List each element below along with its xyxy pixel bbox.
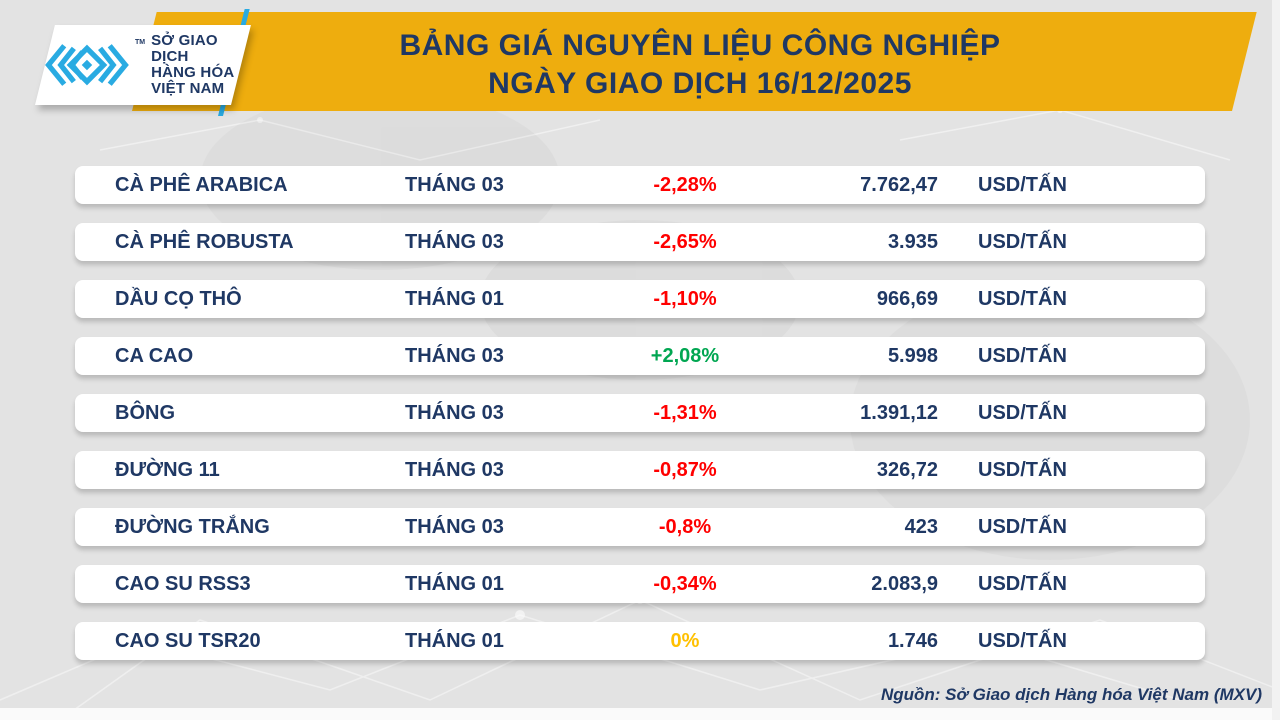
contract-month: THÁNG 01 bbox=[405, 572, 504, 595]
contract-month: THÁNG 03 bbox=[405, 230, 504, 253]
price-value: 3.935 bbox=[887, 230, 938, 253]
logo-text-line3: VIỆT NAM bbox=[151, 80, 225, 97]
table-row: CA CAO THÁNG 03 +2,08% 5.998 USD/TẤN bbox=[75, 337, 1205, 375]
logo-text-line1: SỞ GIAO DỊCH bbox=[151, 32, 218, 65]
commodity-name: CAO SU TSR20 bbox=[115, 629, 261, 652]
mxv-logo-card: TM SỞ GIAO DỊCH HÀNG HÓA VIỆT NAM bbox=[35, 25, 251, 105]
contract-month: THÁNG 03 bbox=[405, 173, 504, 196]
percent-change: -0,87% bbox=[653, 458, 717, 481]
contract-month: THÁNG 03 bbox=[405, 515, 504, 538]
price-value: 7.762,47 bbox=[860, 173, 938, 196]
contract-month: THÁNG 01 bbox=[405, 287, 504, 310]
price-unit: USD/TẤN bbox=[978, 629, 1067, 652]
contract-month: THÁNG 03 bbox=[405, 458, 504, 481]
page-title-line2: NGÀY GIAO DỊCH 16/12/2025 bbox=[488, 67, 912, 100]
percent-change: -0,34% bbox=[653, 572, 717, 595]
table-row: CAO SU TSR20 THÁNG 01 0% 1.746 USD/TẤN bbox=[75, 622, 1205, 660]
source-note: Nguồn: Sở Giao dịch Hàng hóa Việt Nam (M… bbox=[880, 685, 1262, 704]
mxv-logo-text: SỞ GIAO DỊCH HÀNG HÓA VIỆT NAM bbox=[151, 32, 241, 97]
trademark-symbol: TM bbox=[134, 39, 146, 46]
commodity-name: CAO SU RSS3 bbox=[115, 572, 251, 595]
contract-month: THÁNG 03 bbox=[405, 401, 504, 424]
right-edge-strip bbox=[1272, 0, 1280, 720]
table-row: CÀ PHÊ ARABICA THÁNG 03 -2,28% 7.762,47 … bbox=[75, 166, 1205, 204]
table-row: CÀ PHÊ ROBUSTA THÁNG 03 -2,65% 3.935 USD… bbox=[75, 223, 1205, 261]
price-unit: USD/TẤN bbox=[978, 401, 1067, 424]
price-unit: USD/TẤN bbox=[978, 173, 1067, 196]
price-value: 5.998 bbox=[887, 344, 938, 367]
mxv-diamond-chevrons-icon bbox=[45, 44, 129, 86]
page-title-line1: BẢNG GIÁ NGUYÊN LIỆU CÔNG NGHIỆP bbox=[399, 29, 1001, 62]
commodity-name: DẦU CỌ THÔ bbox=[115, 287, 242, 310]
commodity-name: BÔNG bbox=[115, 401, 175, 424]
table-row: ĐƯỜNG 11 THÁNG 03 -0,87% 326,72 USD/TẤN bbox=[75, 451, 1205, 489]
commodity-name: ĐƯỜNG 11 bbox=[115, 458, 220, 481]
table-row: ĐƯỜNG TRẮNG THÁNG 03 -0,8% 423 USD/TẤN bbox=[75, 508, 1205, 546]
price-value: 1.746 bbox=[887, 629, 938, 652]
bottom-edge-strip bbox=[0, 708, 1280, 720]
table-row: BÔNG THÁNG 03 -1,31% 1.391,12 USD/TẤN bbox=[75, 394, 1205, 432]
percent-change: -2,65% bbox=[653, 230, 717, 253]
price-value: 2.083,9 bbox=[871, 572, 938, 595]
price-unit: USD/TẤN bbox=[978, 458, 1067, 481]
commodity-name: CÀ PHÊ ROBUSTA bbox=[115, 230, 294, 253]
percent-change: +2,08% bbox=[650, 344, 720, 367]
table-row: CAO SU RSS3 THÁNG 01 -0,34% 2.083,9 USD/… bbox=[75, 565, 1205, 603]
price-value: 1.391,12 bbox=[860, 401, 938, 424]
price-unit: USD/TẤN bbox=[978, 230, 1067, 253]
price-value: 423 bbox=[904, 515, 938, 538]
percent-change: -2,28% bbox=[653, 173, 717, 196]
price-unit: USD/TẤN bbox=[978, 572, 1067, 595]
table-row: DẦU CỌ THÔ THÁNG 01 -1,10% 966,69 USD/TẤ… bbox=[75, 280, 1205, 318]
price-table: CÀ PHÊ ARABICA THÁNG 03 -2,28% 7.762,47 … bbox=[75, 166, 1205, 660]
price-unit: USD/TẤN bbox=[978, 515, 1067, 538]
price-unit: USD/TẤN bbox=[978, 344, 1067, 367]
commodity-name: CÀ PHÊ ARABICA bbox=[115, 173, 288, 196]
percent-change: -0,8% bbox=[658, 515, 712, 538]
contract-month: THÁNG 01 bbox=[405, 629, 504, 652]
page-title: BẢNG GIÁ NGUYÊN LIỆU CÔNG NGHIỆP NGÀY GI… bbox=[300, 20, 1100, 110]
price-unit: USD/TẤN bbox=[978, 287, 1067, 310]
price-value: 326,72 bbox=[876, 458, 938, 481]
commodity-name: ĐƯỜNG TRẮNG bbox=[115, 515, 270, 538]
commodity-name: CA CAO bbox=[115, 344, 194, 367]
percent-change: 0% bbox=[670, 629, 700, 652]
logo-text-line2: HÀNG HÓA bbox=[151, 64, 235, 81]
percent-change: -1,10% bbox=[653, 287, 717, 310]
contract-month: THÁNG 03 bbox=[405, 344, 504, 367]
percent-change: -1,31% bbox=[653, 401, 717, 424]
price-value: 966,69 bbox=[876, 287, 938, 310]
